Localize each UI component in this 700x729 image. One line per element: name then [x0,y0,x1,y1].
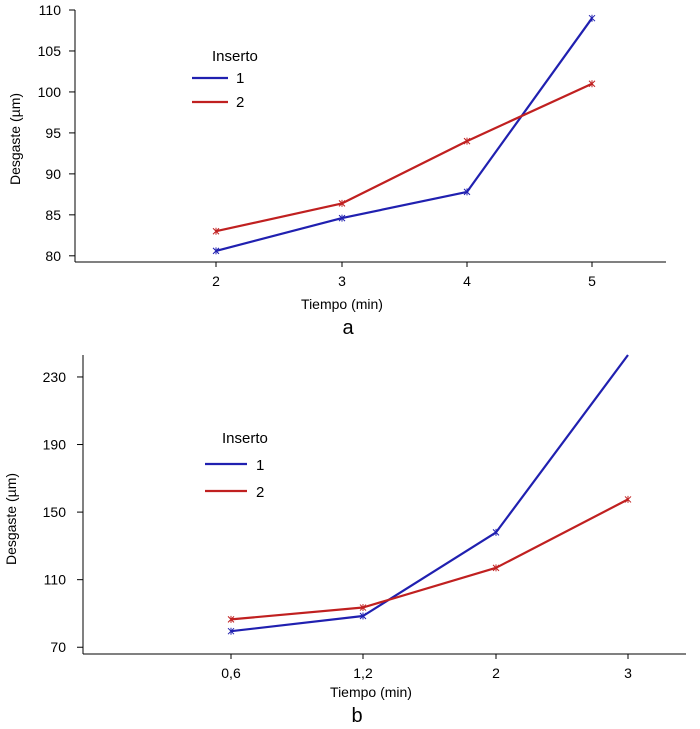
panel-a-series-2-point [588,80,596,88]
panel-b-y-tick-label: 110 [44,572,67,588]
panel-b-y-tick-label: 150 [43,504,67,520]
panel-a-ylabel: Desgaste (µm) [7,93,23,185]
panel-b-series-2-marker [359,604,367,612]
panel-a-series-2-point [212,227,220,235]
panel-a-y-tick-label: 90 [45,166,61,182]
panel-a-series-1-marker [463,188,471,196]
panel-a-legend-label-2: 2 [236,94,244,111]
panel-a-series-1-marker [338,214,346,222]
panel-b-x-tick-label: 0,6 [221,665,241,681]
panel-b-x-tick-label: 2 [492,665,500,681]
panel-a-xlabel: Tiempo (min) [301,296,383,312]
panel-b-ylabel: Desgaste (µm) [3,473,19,565]
panel-a-legend-label-1: 1 [236,70,244,87]
panel-b-series-1-line [230,354,629,633]
panel-b-series-2-point [624,495,632,503]
panel-b-series-1-marker [227,627,235,635]
panel-b: Desgaste (µm) Tiempo (min) b Inserto 1 2 [3,430,412,727]
panel-a-series-1-point [588,14,596,22]
panel-b-legend-label-1: 1 [256,457,264,474]
panel-a-series-2-point [338,199,346,207]
panel-a-series-1-point [338,214,346,222]
panel-b-series-2-point [359,604,367,612]
panel-b-y-tick-label: 190 [43,437,67,453]
panel-a-series-2-marker [588,80,596,88]
panel-a-series-2-line [215,82,593,233]
panel-b-series-1-point [492,528,500,536]
panel-a-y-tick-label: 110 [39,2,62,18]
panel-b-series-2-line [230,498,629,621]
panel-b-series-1-point [227,627,235,635]
panel-a-y-tick-label: 80 [45,248,61,264]
panel-a-x-tick-label: 2 [212,273,220,289]
panel-b-legend-label-2: 2 [256,484,264,501]
panel-b-series-2-marker [492,564,500,572]
panel-a: Desgaste (µm) Tiempo (min) a Inserto 1 2 [7,48,383,339]
panel-a-series-1-point [463,188,471,196]
panel-a-series-1-marker [212,247,220,255]
panel-b-series-1-marker [359,612,367,620]
panel-a-series-2-marker [338,199,346,207]
panel-b-series-1-point [359,612,367,620]
panel-a-label: a [342,317,354,339]
panel-b-series-2-marker [227,615,235,623]
panel-a-series-1-line [215,17,593,252]
panel-b-x-tick-label: 1,2 [353,665,373,681]
panel-b-x-tick-label: 3 [624,665,632,681]
panel-a-series-1-point [212,247,220,255]
panel-a-legend-title: Inserto [212,48,258,65]
panel-b-xlabel: Tiempo (min) [330,684,412,700]
panel-a-y-tick-label: 85 [45,207,61,223]
panel-a-y-tick-label: 100 [38,84,62,100]
panel-a-y-tick-label: 95 [45,125,61,141]
panel-a-x-tick-label: 5 [588,273,596,289]
panel-b-y-tick-label: 230 [43,369,67,385]
panel-a-x-tick-label: 3 [338,273,346,289]
panel-b-label: b [351,705,362,727]
panel-b-series-2-point [492,564,500,572]
panel-a-series-2-marker [463,137,471,145]
panel-a-y-tick-label: 105 [38,43,62,59]
panel-a-series-2-point [463,137,471,145]
panel-b-y-tick-label: 70 [50,639,66,655]
panel-b-series-1-marker [492,528,500,536]
panel-b-legend-title: Inserto [222,430,268,447]
panel-a-series-1-marker [588,14,596,22]
panel-b-series-2-point [227,615,235,623]
panel-b-series-2-marker [624,495,632,503]
panel-a-x-tick-label: 4 [463,273,471,289]
panel-a-series-2-marker [212,227,220,235]
